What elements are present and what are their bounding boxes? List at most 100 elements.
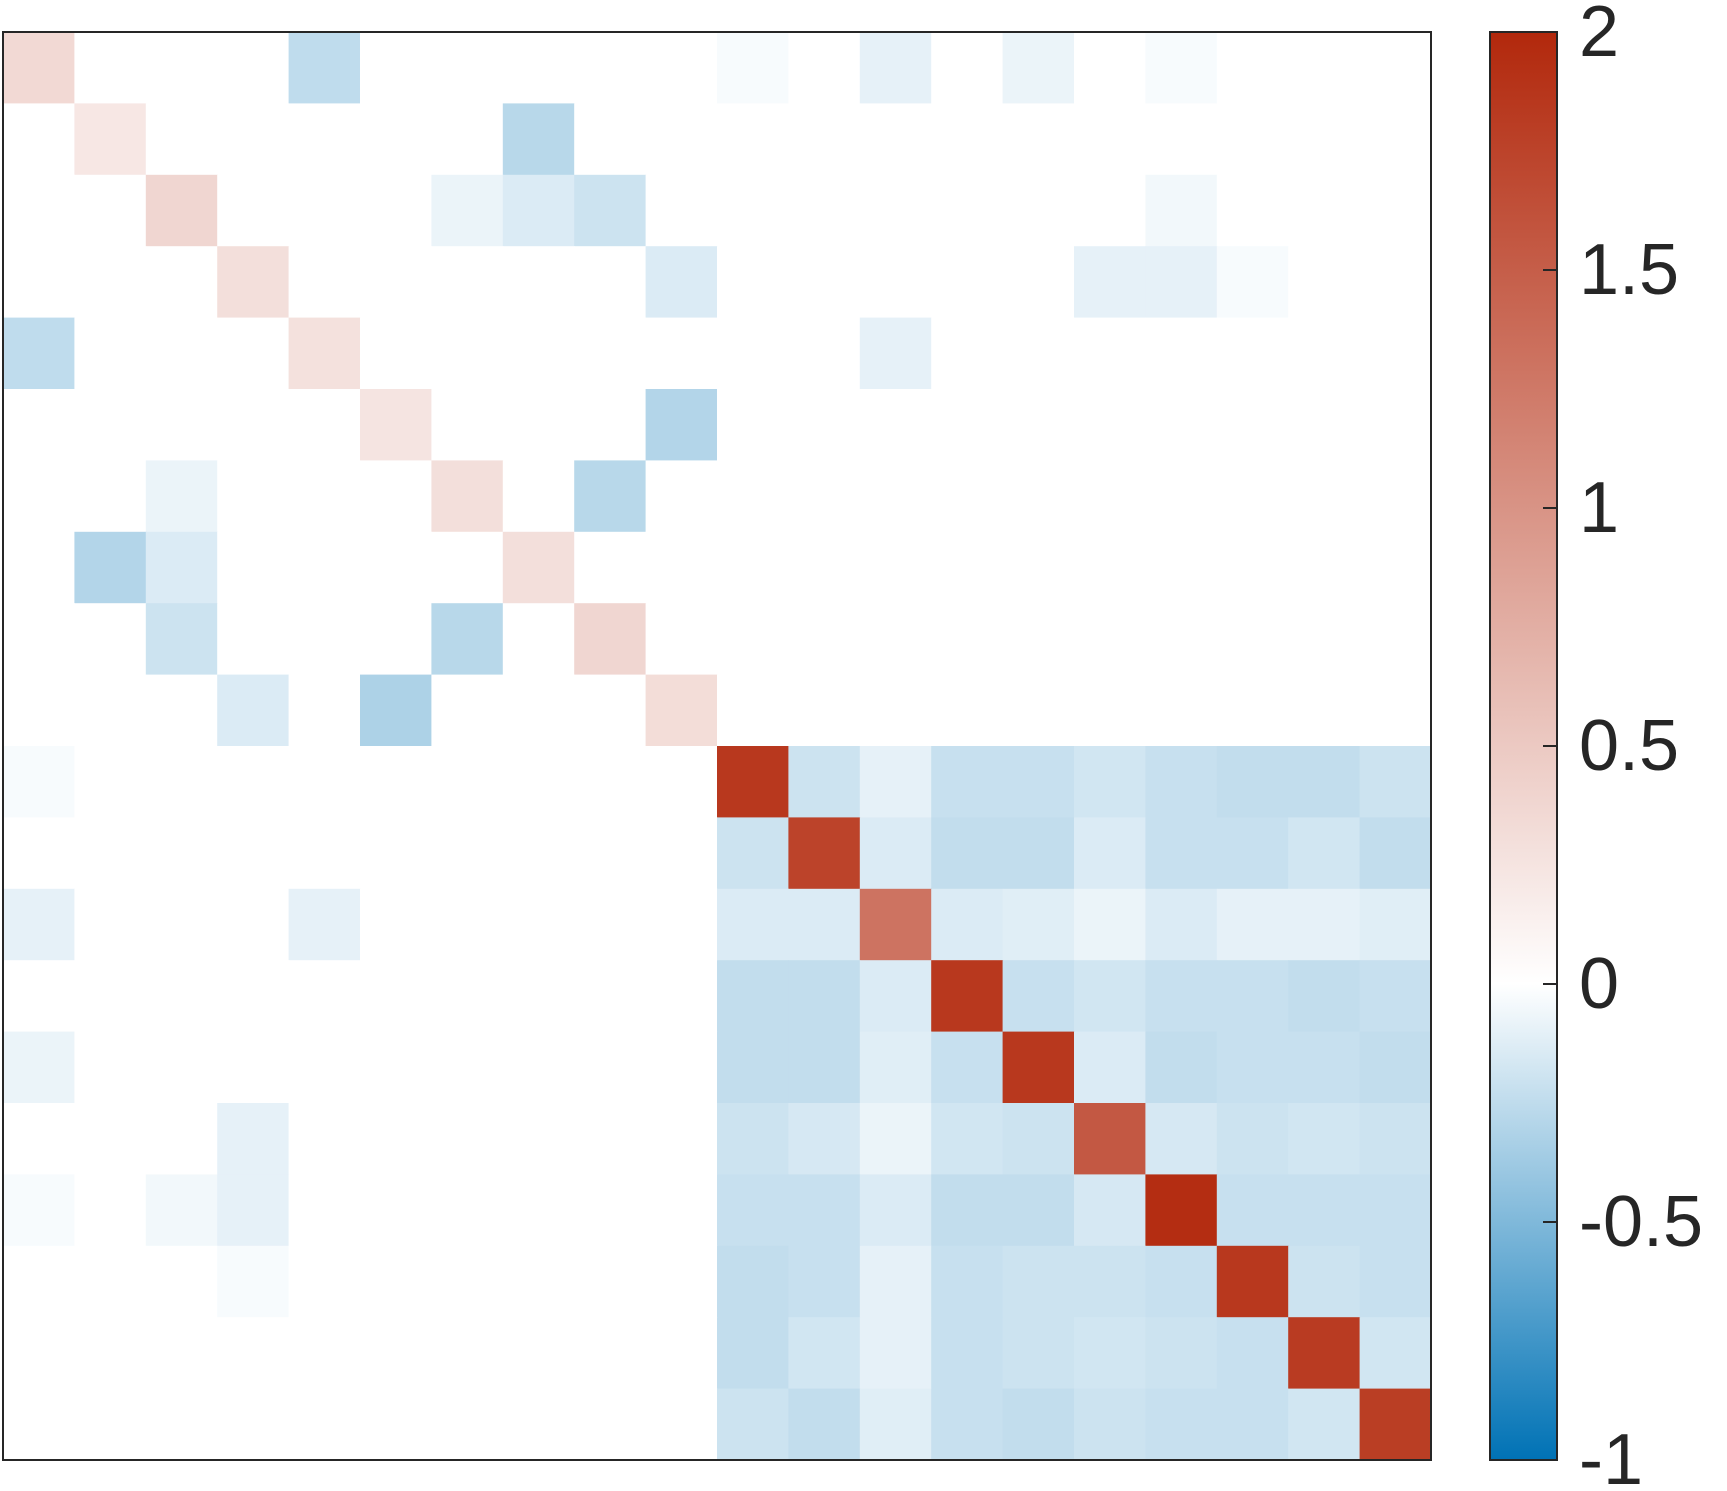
heatmap-cell: [145, 960, 218, 1033]
heatmap-cell: [1288, 1388, 1361, 1461]
heatmap-cell: [931, 317, 1004, 390]
heatmap-cell: [217, 817, 290, 890]
heatmap-cell: [360, 317, 432, 390]
heatmap-cell: [931, 1317, 1004, 1390]
heatmap-cell: [1288, 1245, 1361, 1318]
heatmap-cell: [859, 317, 932, 390]
heatmap-cell: [360, 1245, 432, 1318]
heatmap-cell: [1145, 1103, 1218, 1175]
heatmap-cell: [1074, 888, 1146, 961]
heatmap-cell: [217, 1388, 290, 1461]
heatmap-cell: [859, 246, 932, 319]
heatmap-cell: [3, 1388, 75, 1461]
heatmap-cell: [502, 1103, 575, 1175]
heatmap-cell: [1145, 32, 1218, 104]
heatmap-cell: [574, 746, 647, 818]
heatmap-cell: [74, 674, 147, 747]
heatmap-cell: [574, 1317, 647, 1390]
heatmap-cell: [145, 746, 218, 818]
heatmap-cell: [717, 960, 789, 1033]
heatmap-cell: [1216, 603, 1289, 676]
heatmap-cell: [1288, 246, 1361, 319]
heatmap-cell: [74, 1031, 147, 1104]
heatmap-cell: [502, 389, 575, 461]
heatmap-cell: [360, 817, 432, 890]
heatmap-cell: [1216, 317, 1289, 390]
heatmap-cell: [1074, 531, 1146, 604]
heatmap-cell: [574, 460, 647, 533]
heatmap-cell: [431, 103, 504, 176]
heatmap-cell: [502, 460, 575, 533]
heatmap-cell: [74, 1388, 147, 1461]
heatmap-cell: [788, 1388, 861, 1461]
heatmap-cell: [1002, 817, 1075, 890]
heatmap-cell: [645, 960, 718, 1033]
heatmap-cell: [931, 103, 1004, 176]
heatmap-cell: [788, 746, 861, 818]
heatmap-cell: [1216, 174, 1289, 247]
heatmap-cell: [717, 1103, 789, 1175]
heatmap-cell: [1359, 674, 1432, 747]
heatmap-cell: [217, 1245, 290, 1318]
heatmap-cell: [1288, 103, 1361, 176]
heatmap-cell: [645, 746, 718, 818]
heatmap-cell: [574, 389, 647, 461]
heatmap-cell: [1002, 1245, 1075, 1318]
heatmap-cell: [502, 746, 575, 818]
heatmap-cell: [931, 1388, 1004, 1461]
heatmap-cell: [645, 1317, 718, 1390]
heatmap-cell: [288, 460, 361, 533]
heatmap-cell: [717, 246, 789, 319]
heatmap-cell: [1002, 246, 1075, 319]
heatmap-cell: [431, 317, 504, 390]
heatmap-cell: [145, 32, 218, 104]
heatmap-cell: [859, 817, 932, 890]
heatmap-cell: [1288, 1103, 1361, 1175]
colorbar-tick-label: -0.5: [1579, 1182, 1703, 1262]
heatmap-cell: [1145, 1388, 1218, 1461]
heatmap-cell: [3, 960, 75, 1033]
heatmap-cell: [574, 1388, 647, 1461]
heatmap-cell: [645, 32, 718, 104]
heatmap-cell: [1288, 1031, 1361, 1104]
heatmap-cell: [1216, 746, 1289, 818]
heatmap-cell: [217, 174, 290, 247]
heatmap-cell: [1216, 246, 1289, 319]
heatmap-cell: [288, 1245, 361, 1318]
heatmap-cell: [145, 1317, 218, 1390]
heatmap-cell: [1288, 174, 1361, 247]
heatmap-cell: [3, 174, 75, 247]
heatmap-cell: [431, 960, 504, 1033]
heatmap-cell: [502, 317, 575, 390]
heatmap-cell: [74, 389, 147, 461]
heatmap-cell: [145, 603, 218, 676]
heatmap-cell: [1002, 1103, 1075, 1175]
heatmap-cell: [788, 531, 861, 604]
heatmap-cell: [717, 1245, 789, 1318]
heatmap-cell: [360, 888, 432, 961]
heatmap-cell: [431, 389, 504, 461]
heatmap-cell: [1359, 317, 1432, 390]
colorbar-tick-label: -1: [1579, 1420, 1643, 1491]
heatmap-cell: [931, 960, 1004, 1033]
heatmap-cell: [3, 460, 75, 533]
heatmap-cell: [1288, 746, 1361, 818]
heatmap-cell: [645, 317, 718, 390]
heatmap-cell: [217, 103, 290, 176]
heatmap-cell: [1002, 1388, 1075, 1461]
heatmap-cell: [931, 460, 1004, 533]
heatmap-cell: [502, 1174, 575, 1247]
heatmap-cell: [1288, 317, 1361, 390]
heatmap-cell: [788, 389, 861, 461]
heatmap-cell: [1074, 1317, 1146, 1390]
heatmap-cell: [717, 674, 789, 747]
heatmap-cell: [1359, 603, 1432, 676]
heatmap-cell: [74, 817, 147, 890]
heatmap-cell: [1288, 32, 1361, 104]
heatmap-cell: [1002, 32, 1075, 104]
heatmap-cell: [1288, 888, 1361, 961]
heatmap-cell: [859, 531, 932, 604]
heatmap-cell: [574, 674, 647, 747]
heatmap-cell: [717, 888, 789, 961]
heatmap-cell: [3, 1103, 75, 1175]
